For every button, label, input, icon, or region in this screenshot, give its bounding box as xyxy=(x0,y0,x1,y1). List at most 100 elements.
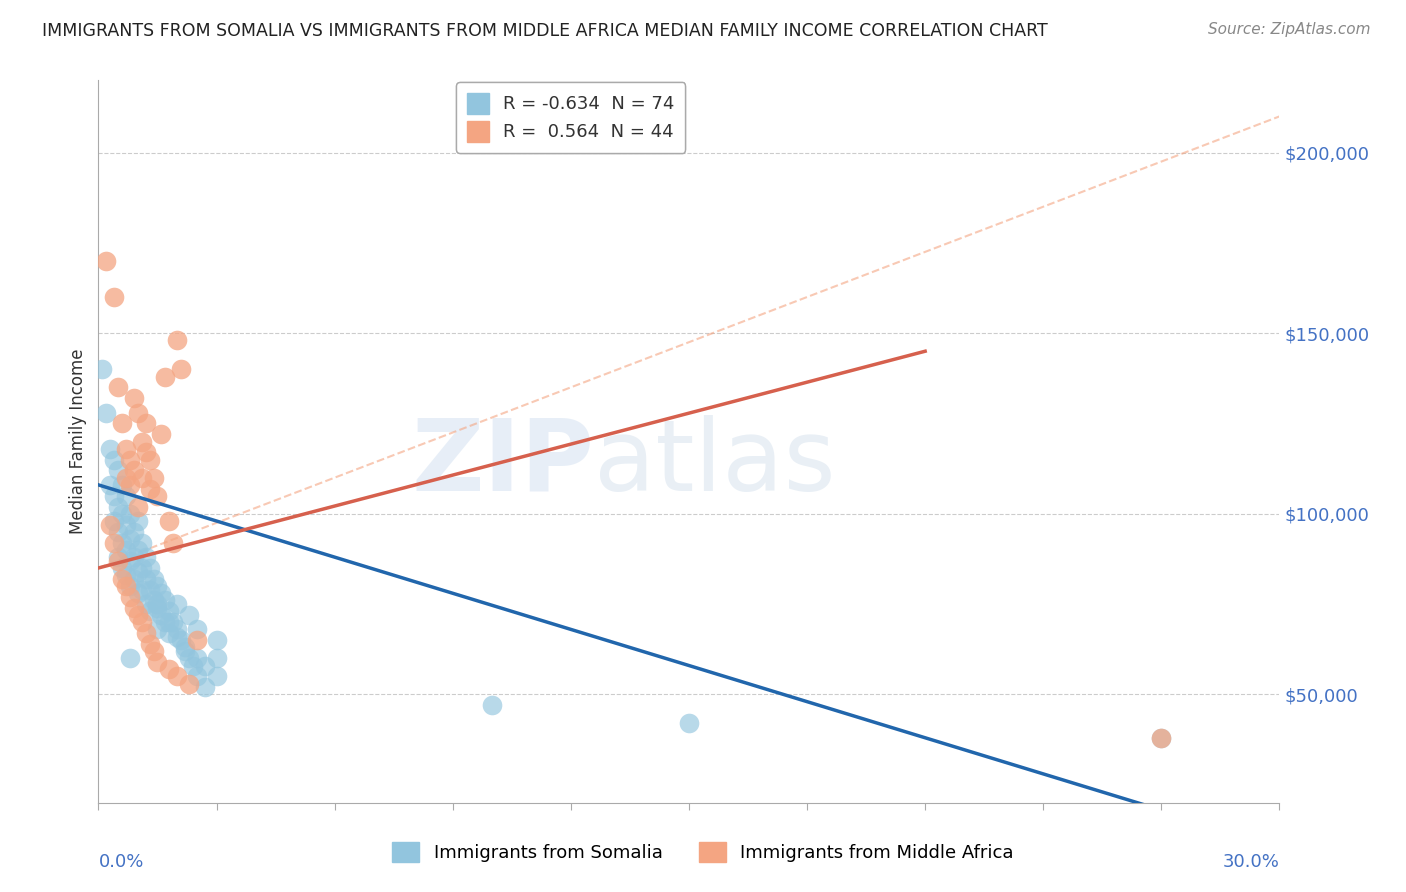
Point xyxy=(118,452,141,467)
Point xyxy=(157,514,180,528)
Point xyxy=(157,662,180,676)
Point xyxy=(157,626,180,640)
Point xyxy=(205,633,228,648)
Point xyxy=(107,550,129,565)
Text: IMMIGRANTS FROM SOMALIA VS IMMIGRANTS FROM MIDDLE AFRICA MEDIAN FAMILY INCOME CO: IMMIGRANTS FROM SOMALIA VS IMMIGRANTS FR… xyxy=(42,22,1047,40)
Point xyxy=(194,680,217,694)
Point xyxy=(127,607,149,622)
Point xyxy=(138,561,160,575)
Point xyxy=(135,417,157,431)
Text: ZIP: ZIP xyxy=(412,415,595,512)
Point xyxy=(107,463,129,477)
Point xyxy=(111,417,134,431)
Point xyxy=(98,478,121,492)
Point xyxy=(146,623,169,637)
Point xyxy=(122,600,145,615)
Point xyxy=(174,644,197,658)
Point xyxy=(142,572,165,586)
Point xyxy=(135,572,157,586)
Point xyxy=(166,597,188,611)
Point xyxy=(96,406,118,420)
Point xyxy=(111,561,134,575)
Point xyxy=(146,579,169,593)
Point xyxy=(146,489,169,503)
Point xyxy=(170,633,193,648)
Point xyxy=(678,716,700,731)
Point xyxy=(122,463,145,477)
Point xyxy=(118,554,141,568)
Point xyxy=(170,362,193,376)
Point xyxy=(118,507,141,521)
Point xyxy=(177,676,200,690)
Point xyxy=(131,615,153,630)
Point xyxy=(138,582,160,597)
Text: 0.0%: 0.0% xyxy=(98,854,143,871)
Y-axis label: Median Family Income: Median Family Income xyxy=(69,349,87,534)
Point xyxy=(155,593,177,607)
Point xyxy=(166,630,188,644)
Point xyxy=(166,334,188,348)
Point xyxy=(150,586,173,600)
Point xyxy=(98,442,121,456)
Text: Source: ZipAtlas.com: Source: ZipAtlas.com xyxy=(1208,22,1371,37)
Point xyxy=(155,615,177,630)
Text: 30.0%: 30.0% xyxy=(1223,854,1279,871)
Point xyxy=(142,644,165,658)
Point xyxy=(103,514,125,528)
Point xyxy=(1150,731,1173,745)
Point xyxy=(146,655,169,669)
Point xyxy=(162,535,184,549)
Point xyxy=(146,600,169,615)
Point xyxy=(131,561,153,575)
Point xyxy=(111,478,134,492)
Text: atlas: atlas xyxy=(595,415,837,512)
Point xyxy=(127,542,149,557)
Point xyxy=(122,550,145,565)
Point xyxy=(194,658,217,673)
Point xyxy=(131,470,153,484)
Point xyxy=(1150,731,1173,745)
Point xyxy=(107,500,129,514)
Point xyxy=(107,380,129,394)
Point xyxy=(155,369,177,384)
Point xyxy=(150,607,173,622)
Point xyxy=(205,669,228,683)
Point xyxy=(157,604,180,618)
Point xyxy=(138,637,160,651)
Point xyxy=(115,568,138,582)
Point xyxy=(146,597,169,611)
Point xyxy=(115,579,138,593)
Point xyxy=(157,615,180,630)
Point xyxy=(135,626,157,640)
Point xyxy=(122,524,145,539)
Point xyxy=(103,290,125,304)
Point xyxy=(118,651,141,665)
Point xyxy=(131,535,153,549)
Point xyxy=(118,532,141,546)
Point xyxy=(127,500,149,514)
Point xyxy=(118,478,141,492)
Point xyxy=(138,604,160,618)
Point xyxy=(131,582,153,597)
Point xyxy=(103,452,125,467)
Point xyxy=(138,482,160,496)
Point xyxy=(111,535,134,549)
Point xyxy=(177,651,200,665)
Point xyxy=(131,434,153,449)
Point xyxy=(103,489,125,503)
Point xyxy=(107,524,129,539)
Point xyxy=(127,586,149,600)
Point xyxy=(166,623,188,637)
Legend: R = -0.634  N = 74, R =  0.564  N = 44: R = -0.634 N = 74, R = 0.564 N = 44 xyxy=(457,82,685,153)
Legend: Immigrants from Somalia, Immigrants from Middle Africa: Immigrants from Somalia, Immigrants from… xyxy=(385,834,1021,870)
Point xyxy=(127,406,149,420)
Point xyxy=(115,489,138,503)
Point xyxy=(135,550,157,565)
Point xyxy=(98,517,121,532)
Point xyxy=(111,507,134,521)
Point xyxy=(138,452,160,467)
Point xyxy=(142,470,165,484)
Point xyxy=(135,597,157,611)
Point xyxy=(142,593,165,607)
Point xyxy=(115,442,138,456)
